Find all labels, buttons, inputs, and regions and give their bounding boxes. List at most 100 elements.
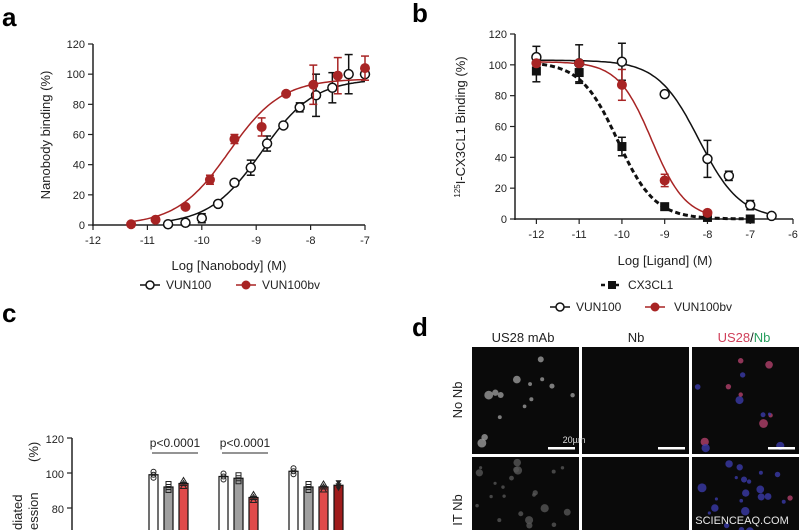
chart-c-point [305,487,312,493]
chart-c-bar [218,475,229,530]
cell [528,382,533,387]
cell [697,483,707,493]
cell [767,412,772,416]
chart-a-x-tick-label: -10 [194,235,210,247]
chart-c-point [150,474,157,481]
cell [758,470,763,475]
chart-b-x-tick-label: -7 [745,229,755,241]
chart-c-ylabel-fragment-2: ession [26,492,41,530]
scale-bar [768,447,795,450]
chart-a-ylabel: Nanobody binding (%) [38,71,53,200]
cell [529,397,534,402]
chart-c-y-tick-label: 120 [46,434,64,446]
chart-b-point [702,153,713,165]
chart-c-y-tick-label: 80 [52,504,64,516]
chart-c-point [319,486,328,493]
chart-a-y-tick-label: 20 [73,190,85,202]
chart-c-point [220,476,227,483]
legend-cx3cl1: CX3CL1 [628,278,674,292]
chart-b-x-tick-label: -12 [528,229,544,241]
cell [540,377,545,382]
cell [738,392,743,397]
panel-label-d: d [412,312,428,342]
cell [741,506,750,516]
chart-a-point [308,79,319,90]
chart-c-significance-label: p<0.0001 [220,436,271,450]
chart-c-bar [178,482,189,530]
cell [774,471,781,478]
cell [560,466,565,470]
chart-a-point [196,212,208,224]
chart-a-y-tick-label: 0 [79,220,85,232]
cell [497,391,504,399]
chart-a-xlabel: Log [Nanobody] (M) [172,258,287,273]
chart-a-x-tick-label: -9 [251,235,261,247]
chart-a-point [162,218,174,230]
chart-c-significance-label: p<0.0001 [150,436,201,450]
cell [757,493,765,501]
chart-c-point [290,471,297,478]
cell [756,485,765,494]
chart-b-point [659,88,670,100]
chart-c-ylabel-fragment-3: (%) [26,442,41,462]
cell [746,527,754,530]
cell [738,526,745,530]
chart-c-ylabel-fragment-1: diated [10,495,25,530]
chart-b-y-tick-label: 100 [489,60,507,72]
cell [759,419,768,428]
chart-b-point [574,58,585,69]
chart-b-x-tick-label: -8 [703,229,713,241]
chart-a-point [150,214,161,225]
chart-a-point [281,88,292,99]
chart-a-y-tick-label: 40 [73,160,85,172]
chart-a-x-tick-label: -12 [85,235,101,247]
scale-bar [548,447,575,450]
cell [522,404,527,409]
cell [513,375,521,384]
chart-c-bar [288,470,299,530]
cell [513,466,523,475]
chart-c-point [319,483,328,490]
chart-a-point [332,70,343,81]
chart-a-point [327,82,338,93]
micrograph-merge-no-nb [692,347,799,454]
chart-b-point [744,199,756,211]
chart-b-point [531,58,542,69]
chart-b-point [766,210,777,222]
chart-a-x-tick-label: -8 [306,235,316,247]
legend-open-circle-icon [145,280,155,290]
chart-a-fit-curve-1 [128,78,366,223]
chart-c-point [220,470,227,477]
chart-a-point [294,102,305,113]
cell [532,490,538,496]
chart-b-point [745,214,755,224]
chart-a-point [343,68,354,80]
chart-a-y-tick-label: 60 [73,130,85,142]
cell [739,498,744,503]
cell [489,494,493,499]
cell [549,383,555,389]
cell [781,499,786,504]
chart-c-bar [233,477,244,530]
chart-a-point [204,174,215,185]
chart-b-point [616,56,628,67]
cell [735,396,744,405]
cell [540,504,549,513]
chart-a-point [261,138,273,149]
chart-b-y-tick-label: 0 [501,214,507,226]
cell [723,522,730,529]
chart-b-point [660,202,670,212]
chart-b-fit-curve-1 [534,59,772,216]
chart-c-y-tick-label: 100 [46,469,64,481]
chart-b-y-tick-label: 120 [489,29,507,41]
chart-a-point [229,177,240,189]
scale-bar-label: 20µm [563,435,586,445]
cell [501,485,505,489]
panel-label-c: c [2,298,16,328]
chart-a-point [245,162,257,173]
chart-b-point [659,175,670,186]
cell [493,481,497,485]
chart-b-x-tick-label: -6 [788,229,798,241]
panel-d: US28 mAb Nb US28/Nb No Nb IT Nb 20µm SCI… [450,330,799,530]
chart-b-x-tick-label: -9 [660,229,670,241]
